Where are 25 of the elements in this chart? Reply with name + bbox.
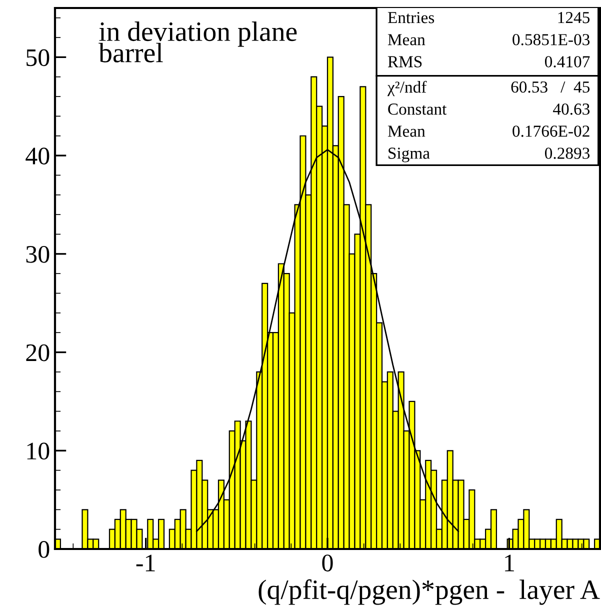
annotation: χ²/ndf (387, 80, 427, 96)
x-axis-title: (q/pfit-q/pgen)*pgen - layer A (258, 579, 600, 605)
annotation: Constant (388, 104, 447, 115)
annotation: 0.4107 (544, 56, 590, 68)
x-tick-label: 1 (505, 554, 514, 572)
x-tick-label: 0 (322, 554, 333, 572)
y-tick-label: 20 (26, 344, 50, 362)
annotation: 1245 (558, 12, 590, 24)
annotation: in deviation plane barrel (98, 22, 297, 62)
y-tick-label: 50 (26, 49, 50, 66)
annotation: 60.53 / 45 (511, 81, 590, 93)
annotation: 0.2893 (544, 148, 590, 159)
y-tick-label: 0 (38, 541, 50, 558)
annotation: Entries (388, 12, 434, 24)
y-tick-label: 40 (26, 148, 50, 164)
annotation: Mean (388, 126, 426, 137)
annotation: 0.1766E-02 (512, 126, 590, 137)
annotation: Sigma (388, 148, 430, 162)
y-tick-label: 30 (26, 246, 50, 263)
x-tick-label: -1 (136, 554, 155, 572)
y-tick-label: 10 (27, 442, 50, 460)
annotation: RMS (388, 56, 422, 68)
annotation: 0.5851E-03 (512, 34, 590, 46)
annotation: 40.63 (553, 104, 590, 115)
annotation: Mean (388, 34, 426, 46)
